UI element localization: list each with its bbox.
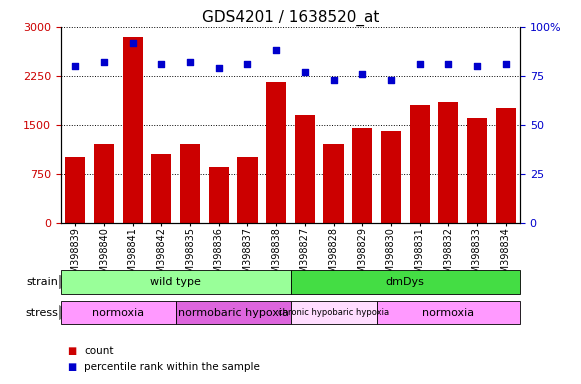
Bar (352, 128, 372, 223)
Text: percentile rank within the sample: percentile rank within the sample (84, 362, 260, 372)
Text: stress: stress (25, 308, 58, 318)
Text: normoxia: normoxia (92, 308, 145, 318)
Point (71, 63, 80, 69)
Text: ■: ■ (67, 346, 76, 356)
Bar (410, 105, 429, 223)
Bar (438, 102, 458, 223)
Point (185, 59, 195, 65)
Point (214, 65, 224, 71)
Point (386, 77, 396, 83)
Bar (467, 118, 487, 223)
Bar (238, 157, 257, 223)
Text: wild type: wild type (150, 277, 201, 287)
Point (329, 77, 338, 83)
Point (243, 61, 252, 67)
Bar (295, 115, 315, 223)
Text: dmDys: dmDys (386, 277, 425, 287)
Point (472, 63, 482, 69)
Text: chronic hypobaric hypoxia: chronic hypobaric hypoxia (278, 308, 389, 317)
Bar (180, 144, 200, 223)
Bar (381, 131, 401, 223)
Text: normobaric hypoxia: normobaric hypoxia (178, 308, 289, 318)
Text: count: count (84, 346, 114, 356)
Polygon shape (59, 275, 69, 289)
Bar (94, 144, 114, 223)
Text: strain: strain (26, 277, 58, 287)
Bar (209, 167, 229, 223)
Text: normoxia: normoxia (422, 308, 474, 318)
Bar (266, 83, 286, 223)
Point (99, 59, 109, 65)
Text: GDS4201 / 1638520_at: GDS4201 / 1638520_at (202, 10, 379, 26)
Point (501, 61, 510, 67)
Point (415, 61, 424, 67)
Point (444, 61, 453, 67)
Point (157, 61, 166, 67)
Bar (152, 154, 171, 223)
Polygon shape (59, 305, 69, 320)
Point (300, 69, 310, 75)
Bar (324, 144, 343, 223)
Bar (496, 109, 516, 223)
Bar (65, 157, 85, 223)
Point (271, 47, 281, 53)
Text: ■: ■ (67, 362, 76, 372)
Bar (123, 37, 143, 223)
Point (128, 40, 137, 46)
Point (357, 71, 367, 77)
